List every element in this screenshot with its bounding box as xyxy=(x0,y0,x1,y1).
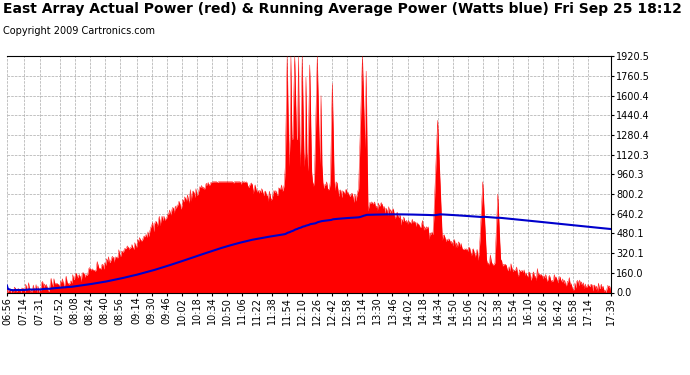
Text: East Array Actual Power (red) & Running Average Power (Watts blue) Fri Sep 25 18: East Array Actual Power (red) & Running … xyxy=(3,2,682,16)
Text: Copyright 2009 Cartronics.com: Copyright 2009 Cartronics.com xyxy=(3,26,155,36)
